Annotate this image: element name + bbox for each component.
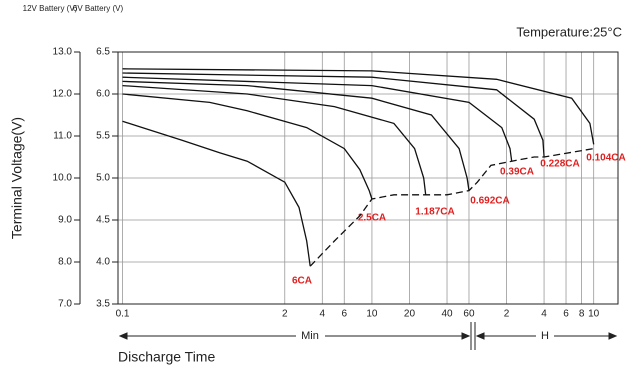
curve-label: 0.39CA [500,167,534,178]
min-label: Min [301,330,319,342]
y-header: 12V Battery (V) [23,4,78,13]
x-tick-label: 6 [341,309,347,320]
y2-tick-label: 4.0 [96,257,110,268]
discharge-curve [122,80,470,191]
curve-label: 0.104CA [586,153,625,164]
curve-label: 0.692CA [470,196,509,207]
x-tick-label: 4 [541,309,547,320]
discharge-curve [122,72,545,158]
curve-label: 2.5CA [358,213,386,224]
discharge-curve [122,93,373,200]
y-tick-label: 7.0 [58,299,72,310]
curve-label: 6CA [292,276,312,287]
x-tick-label: 2 [282,309,288,320]
chart-title: Temperature:25°C [516,24,622,39]
curve-label: 1.187CA [415,207,454,218]
y-tick-label: 10.0 [53,173,73,184]
y-tick-label: 9.0 [58,215,72,226]
x-tick-label: 60 [463,309,475,320]
discharge-curve [122,76,513,162]
unit-arrows [118,322,618,350]
x-tick-label: 20 [404,309,416,320]
y2-tick-label: 5.0 [96,173,110,184]
x-tick-label: 10 [366,309,378,320]
discharge-curve [122,120,311,267]
x-tick-label: 6 [563,309,569,320]
y2-tick-label: 6.5 [96,47,110,58]
y2-tick-label: 3.5 [96,299,110,310]
y-tick-label: 11.0 [53,131,72,142]
x-axis-label: Discharge Time [118,349,215,365]
curve-label: 0.228CA [540,159,579,170]
end-voltage-line [309,147,594,267]
x-tick-label: 4 [320,309,326,320]
discharge-curve [122,84,427,195]
y2-tick-label: 6.0 [96,89,110,100]
y-tick-label: 8.0 [58,257,72,268]
y2-tick-label: 4.5 [96,215,110,226]
y-tick-label: 12.0 [53,89,73,100]
y-axis-label: Terminal Voltage(V) [9,117,25,239]
x-tick-label: 2 [504,309,510,320]
hour-label: H [541,330,549,342]
y-tick-label: 13.0 [53,47,73,58]
y2-tick-label: 5.5 [96,131,110,142]
discharge-curve [122,68,595,145]
y2-header: 6V Battery (V) [73,4,124,13]
x-tick-label: 0.1 [116,309,130,320]
plot-frame [117,51,619,305]
x-tick-label: 40 [441,309,453,320]
x-tick-label: 8 [579,309,585,320]
x-tick-label: 10 [588,309,600,320]
